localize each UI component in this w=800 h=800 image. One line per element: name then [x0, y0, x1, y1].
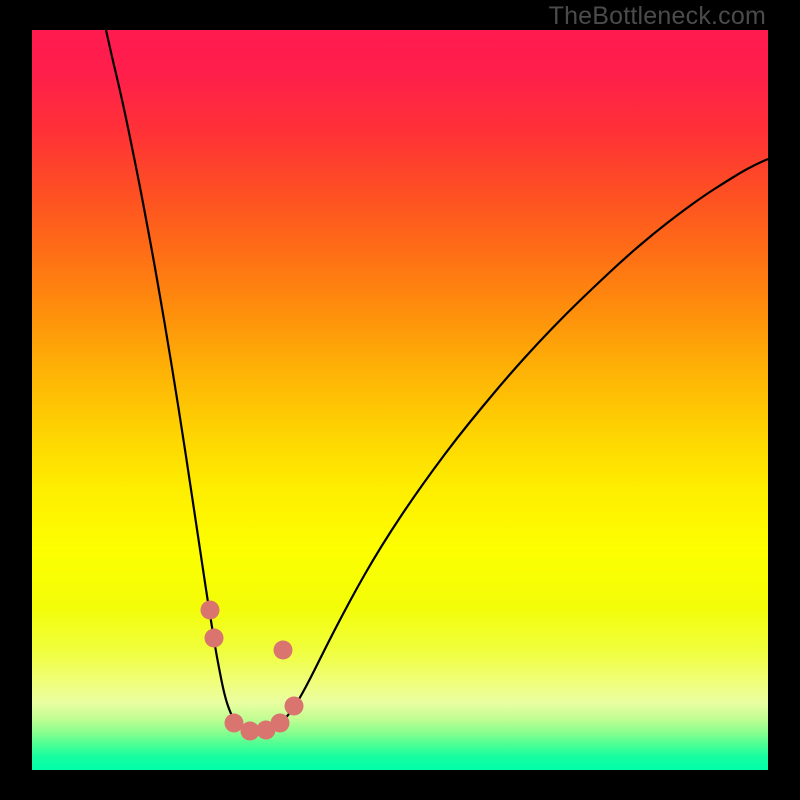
chart-root: TheBottleneck.com [0, 0, 800, 800]
marker-dot [205, 629, 224, 648]
curve-right [254, 159, 768, 731]
marker-dot [285, 697, 304, 716]
watermark-text: TheBottleneck.com [549, 2, 766, 31]
curve-left [106, 30, 254, 731]
marker-dot [271, 714, 290, 733]
curve-layer [32, 30, 768, 770]
curve-markers [201, 601, 304, 741]
marker-dot [274, 641, 293, 660]
marker-dot [201, 601, 220, 620]
plot-area [32, 30, 768, 770]
